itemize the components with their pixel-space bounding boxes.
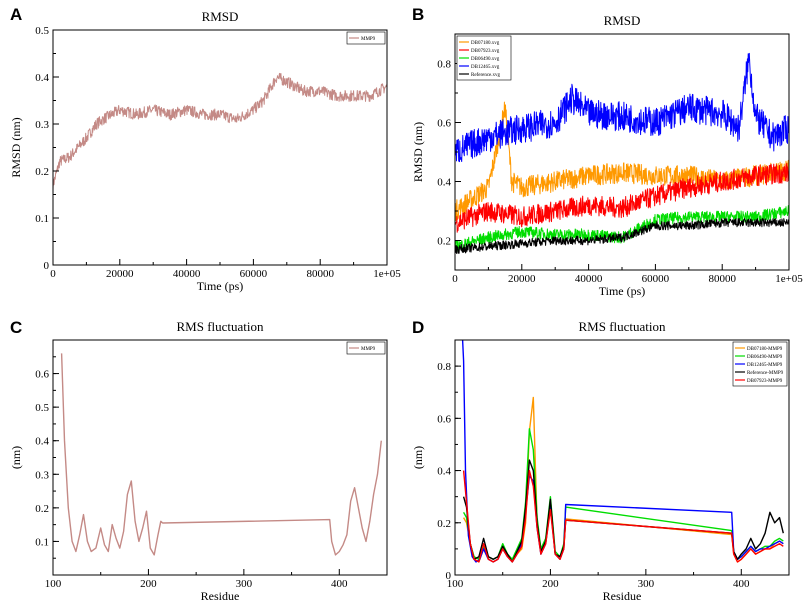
x-tick-label: 20000 [106, 268, 134, 280]
y-tick-label: 0.4 [35, 436, 49, 448]
y-tick-label: 0.5 [35, 25, 49, 37]
series-line-MMP9 [53, 72, 387, 191]
series-line-DB07923.xvg [455, 162, 789, 233]
legend-entry: MMP9 [361, 347, 376, 352]
legend-entry: Reference.xvg [471, 73, 501, 78]
x-tick-label: 0 [50, 268, 56, 280]
y-tick-label: 0.2 [35, 503, 49, 515]
x-tick-label: 100 [447, 578, 464, 590]
x-tick-label: 60000 [240, 268, 268, 280]
panel-letter: A [10, 5, 22, 24]
x-tick-label: 1e+05 [775, 273, 803, 285]
legend-entry: DB12465-MMP9 [747, 363, 783, 368]
legend-entry: DB06490-MMP9 [747, 355, 783, 360]
x-tick-label: 100 [45, 578, 62, 590]
x-tick-label: 400 [331, 578, 348, 590]
legend-entry: DB07923.xvg [471, 49, 500, 54]
chart-title: RMS fluctuation [578, 319, 666, 334]
y-tick-label: 0.4 [437, 177, 451, 189]
series-line-DB06490.xvg [455, 205, 789, 253]
legend-box [346, 341, 386, 355]
y-tick-label: 0.6 [437, 413, 451, 425]
y-tick-label: 0.2 [437, 518, 451, 530]
y-tick-label: 0.8 [437, 361, 451, 373]
panel-D: D RMS fluctuation 100 200 300 400 0 0.2 0.4 0.6 0.… [411, 318, 790, 603]
x-tick-label: 300 [236, 578, 253, 590]
y-tick-label: 0 [446, 570, 452, 582]
series-group [53, 72, 387, 191]
legend-box [346, 31, 386, 45]
x-axis-label: Residue [603, 589, 642, 603]
series-line-Reference.xvg [455, 218, 789, 254]
y-axis-label: RMSD (nm) [9, 117, 23, 177]
plot-frame [52, 29, 388, 266]
legend-entry: DB06490.xvg [471, 57, 500, 62]
y-tick-label: 0.6 [437, 118, 451, 130]
plot-frame [454, 339, 790, 576]
y-tick-label: 0.3 [35, 469, 49, 481]
chart-title: RMS fluctuation [176, 319, 264, 334]
chart-title: RMSD [604, 13, 641, 28]
y-axis-label: RMSD (nm) [411, 122, 425, 182]
x-axis-label: Residue [201, 589, 240, 603]
panel-letter: B [412, 5, 424, 24]
legend-entry: DB07180-MMP9 [747, 347, 783, 352]
x-tick-label: 400 [733, 578, 750, 590]
x-tick-label: 80000 [306, 268, 334, 280]
y-tick-label: 0.6 [35, 369, 49, 381]
panel-letter: C [10, 318, 22, 337]
x-axis-label: Time (ps) [599, 284, 646, 298]
x-tick-label: 1e+05 [373, 268, 401, 280]
series-group [60, 353, 382, 556]
legend-entry: MMP9 [361, 37, 376, 42]
x-tick-label: 40000 [575, 273, 603, 285]
series-group [461, 340, 784, 563]
y-tick-label: 0.4 [35, 72, 49, 84]
y-tick-label: 0.1 [35, 213, 49, 225]
y-axis-label: (nm) [411, 446, 425, 469]
x-tick-label: 20000 [508, 273, 536, 285]
y-tick-label: 0.3 [35, 119, 49, 131]
y-tick-label: 0.8 [437, 59, 451, 71]
x-axis-label: Time (ps) [197, 279, 244, 293]
y-axis-label: (nm) [9, 446, 23, 469]
legend: DB07180.xvg DB07923.xvg DB06490.xvg DB12465… [456, 35, 512, 81]
series-line-DB07180-MMP9 [462, 396, 784, 563]
x-tick-label: 80000 [708, 273, 736, 285]
x-tick-label: 200 [140, 578, 157, 590]
y-tick-label: 0.2 [437, 236, 451, 248]
legend: MMP9 [346, 341, 386, 355]
legend: MMP9 [346, 31, 386, 45]
x-tick-label: 60000 [642, 273, 670, 285]
y-tick-label: 0.2 [35, 166, 49, 178]
y-tick-label: 0.5 [35, 402, 49, 414]
series-line-DB06490-MMP9 [462, 428, 784, 560]
x-tick-label: 200 [542, 578, 559, 590]
panel-A: A RMSD 0 20000 40000 60000 80000 1e+05 0 0.1 0.2 0.… [9, 5, 401, 293]
legend: DB07180-MMP9 DB06490-MMP9 DB12465-MMP9 Refe… [732, 341, 788, 387]
y-tick-label: 0.1 [35, 536, 49, 548]
chart-title: RMSD [202, 9, 239, 24]
legend-entry: DB12465.xvg [471, 65, 500, 70]
series-group [455, 52, 789, 254]
series-line-MMP9 [60, 353, 382, 556]
x-tick-label: 40000 [173, 268, 201, 280]
legend-entry: DB07180.xvg [471, 41, 500, 46]
x-tick-label: 300 [638, 578, 655, 590]
y-tick-label: 0.4 [437, 466, 451, 478]
panel-letter: D [412, 318, 424, 337]
series-line-DB12465.xvg [455, 52, 789, 163]
series-line-Reference-MMP9 [462, 459, 784, 563]
legend-entry: Reference-MMP9 [747, 371, 784, 376]
legend-entry: DB07923-MMP9 [747, 379, 783, 384]
panel-C: C RMS fluctuation 100 200 300 400 0.1 0.2 0.3 0.4… [9, 318, 388, 603]
panel-B: B RMSD 0 20000 40000 60000 80000 1e+05 0.2 0.4 0.6… [411, 5, 803, 298]
series-line-DB07923-MMP9 [462, 469, 784, 563]
x-tick-label: 0 [452, 273, 458, 285]
y-tick-label: 0 [44, 260, 50, 272]
